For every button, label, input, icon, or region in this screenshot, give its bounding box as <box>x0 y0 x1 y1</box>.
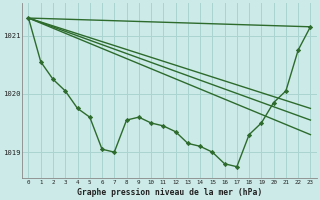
X-axis label: Graphe pression niveau de la mer (hPa): Graphe pression niveau de la mer (hPa) <box>77 188 262 197</box>
